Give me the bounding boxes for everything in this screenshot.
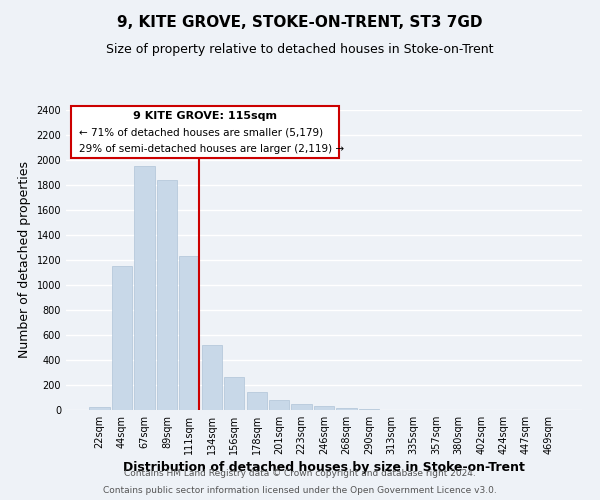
Text: 29% of semi-detached houses are larger (2,119) →: 29% of semi-detached houses are larger (… <box>79 144 344 154</box>
Text: 9 KITE GROVE: 115sqm: 9 KITE GROVE: 115sqm <box>133 111 277 121</box>
Bar <box>134 166 155 410</box>
FancyBboxPatch shape <box>71 106 340 158</box>
Text: ← 71% of detached houses are smaller (5,179): ← 71% of detached houses are smaller (5,… <box>79 127 323 137</box>
Bar <box>89 407 110 410</box>
Text: Contains public sector information licensed under the Open Government Licence v3: Contains public sector information licen… <box>103 486 497 495</box>
Text: Size of property relative to detached houses in Stoke-on-Trent: Size of property relative to detached ho… <box>106 42 494 56</box>
Bar <box>292 404 311 410</box>
X-axis label: Distribution of detached houses by size in Stoke-on-Trent: Distribution of detached houses by size … <box>123 461 525 474</box>
Bar <box>269 400 289 410</box>
Bar <box>202 345 222 410</box>
Bar <box>224 377 244 410</box>
Bar <box>247 392 267 410</box>
Text: Contains HM Land Registry data © Crown copyright and database right 2024.: Contains HM Land Registry data © Crown c… <box>124 468 476 477</box>
Bar <box>112 266 132 410</box>
Bar <box>337 408 356 410</box>
Bar <box>314 406 334 410</box>
Bar <box>157 180 177 410</box>
Bar <box>179 256 199 410</box>
Text: 9, KITE GROVE, STOKE-ON-TRENT, ST3 7GD: 9, KITE GROVE, STOKE-ON-TRENT, ST3 7GD <box>117 15 483 30</box>
Y-axis label: Number of detached properties: Number of detached properties <box>18 162 31 358</box>
